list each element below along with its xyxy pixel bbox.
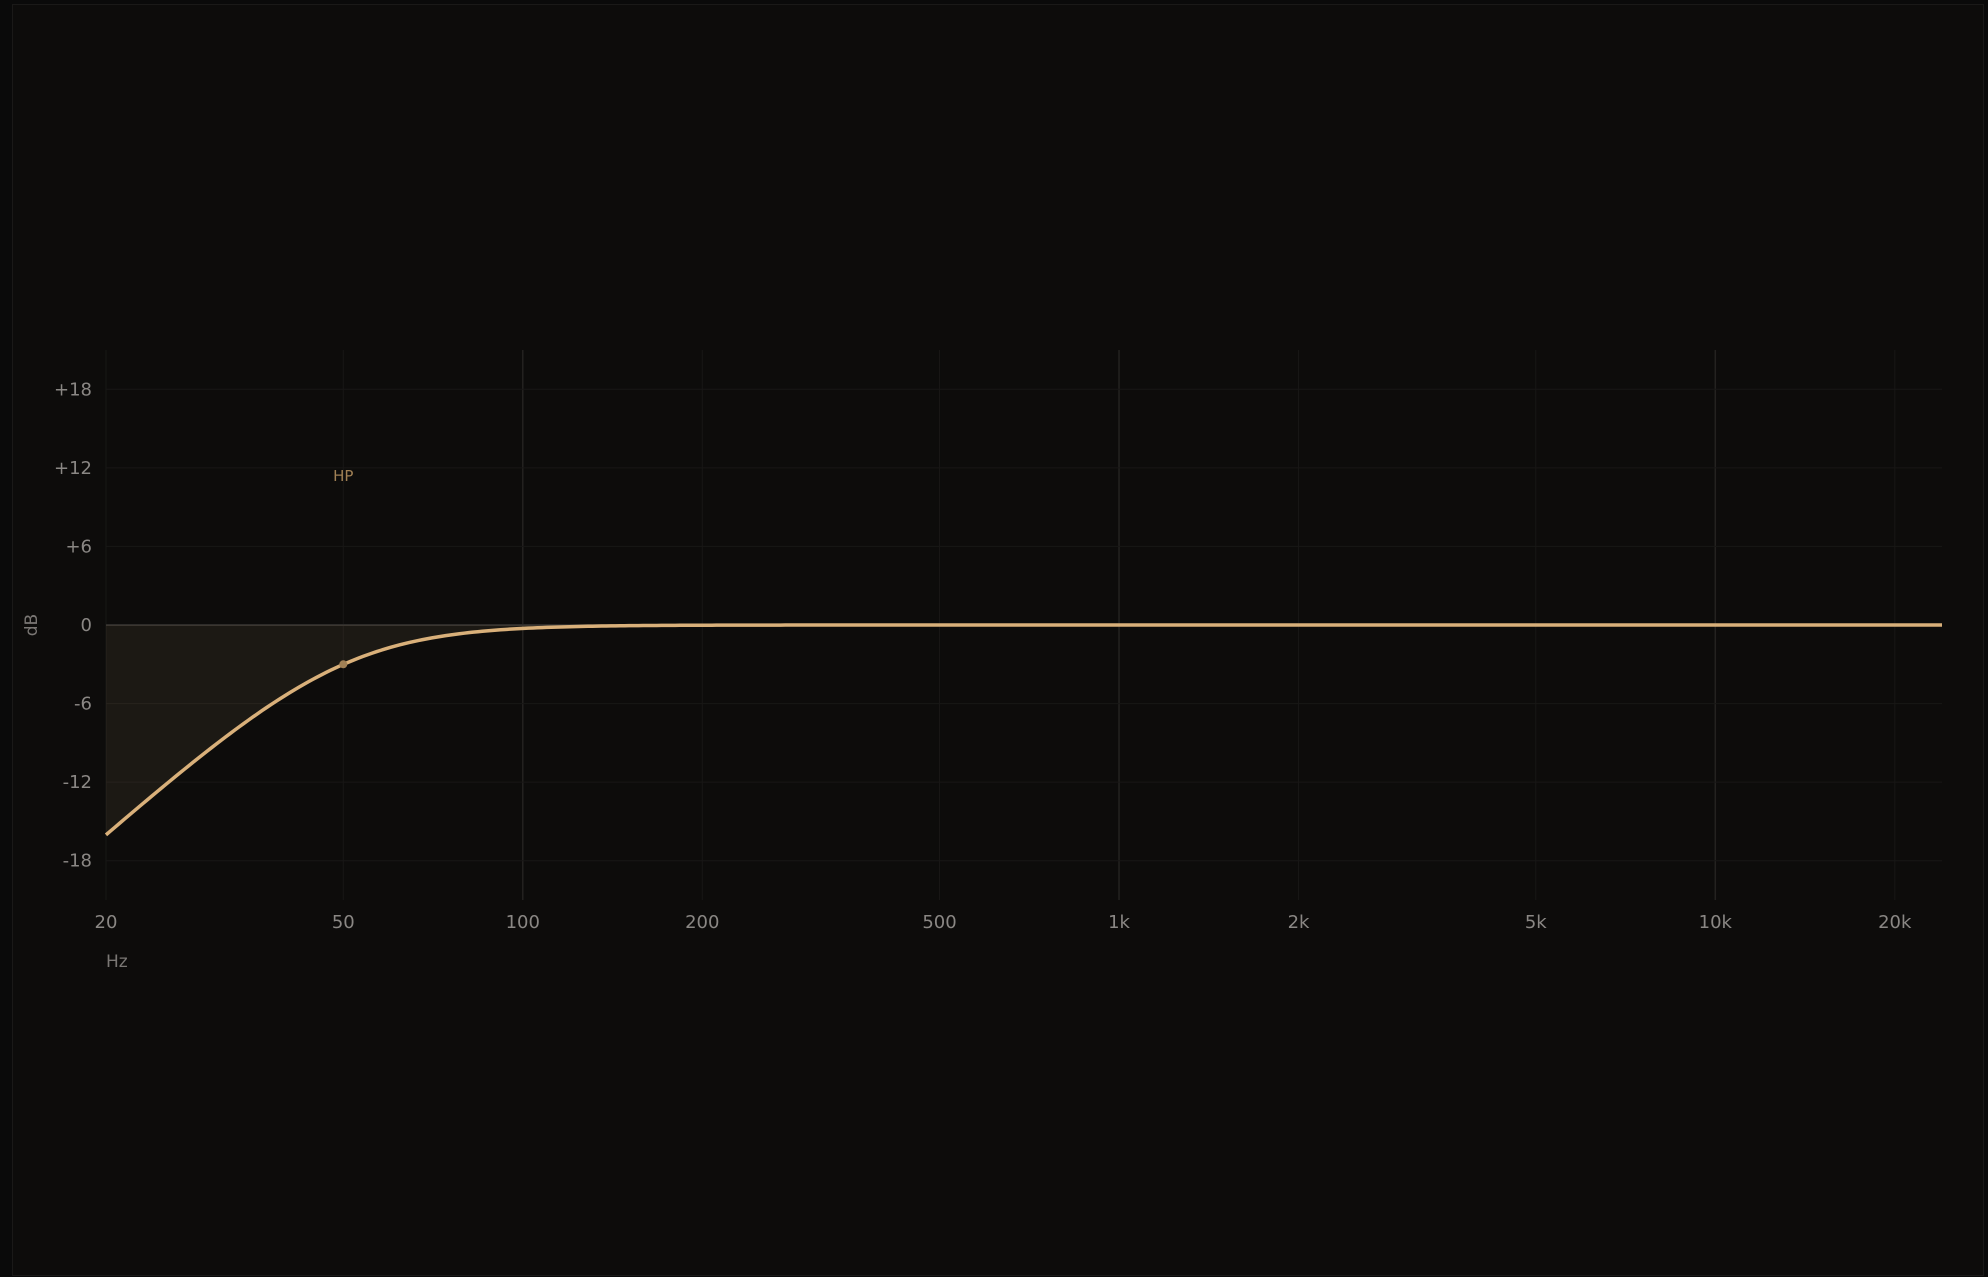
x-tick-label: 5k [1525,912,1547,933]
y-tick-label: 0 [81,615,92,636]
band-label-hp: HP [333,467,353,485]
y-tick-label: -6 [74,694,92,715]
response-fill [106,625,1942,835]
y-tick-label: -18 [63,851,92,872]
x-tick-label: 2k [1288,912,1310,933]
y-tick-label: -12 [63,772,92,793]
band-handle-hp[interactable] [339,660,348,669]
y-tick-label: +6 [65,536,92,557]
x-tick-label: 500 [922,912,956,933]
y-axis-label: dB [22,614,42,636]
response-curve[interactable] [104,623,1942,837]
x-tick-label: 20k [1878,912,1912,933]
x-axis-label: Hz [106,952,128,972]
x-tick-label: 200 [685,912,719,933]
y-tick-label: +12 [54,458,92,479]
x-tick-label: 100 [506,912,540,933]
x-tick-label: 20 [95,912,118,933]
axis-ticks: 20 50 100 200 500 1k 2k 5k 10k 20k +18 +12 +6 0 -6 -12 -… [54,379,1912,933]
y-tick-label: +18 [54,379,92,400]
eq-panel [12,4,1984,1276]
x-tick-label: 10k [1699,912,1733,933]
x-tick-label: 50 [332,912,355,933]
band-markers[interactable]: HP [333,467,353,669]
x-tick-label: 1k [1108,912,1130,933]
